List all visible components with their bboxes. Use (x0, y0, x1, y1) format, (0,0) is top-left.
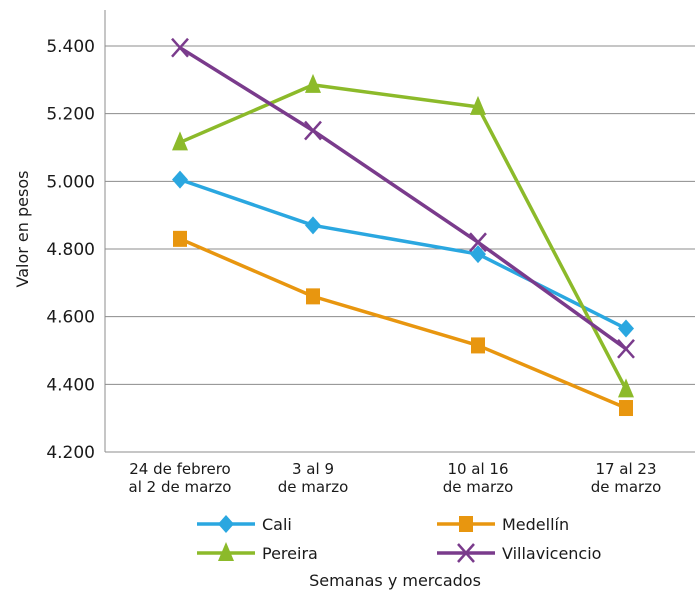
x-marker-stroke (171, 37, 189, 58)
x-tick-label: 24 de febrero al 2 de marzo (129, 460, 232, 496)
square-marker-shape (173, 230, 187, 247)
triangle-marker-shape (172, 131, 188, 151)
square-marker-shape (471, 337, 485, 354)
triangle-marker-shape (305, 73, 321, 93)
x-tick-label: 3 al 9 de marzo (278, 460, 349, 496)
diamond-marker-shape (470, 245, 486, 264)
legend-marker (218, 515, 234, 533)
y-tick-label: 5.200 (46, 105, 95, 125)
y-tick-label: 4.600 (46, 308, 95, 328)
x-axis-title: Semanas y mercados (309, 571, 481, 590)
data-point-pereira (618, 378, 634, 398)
legend-item-pereira: Pereira (197, 542, 318, 563)
data-point-cali (172, 170, 188, 189)
x-marker-stroke (304, 120, 322, 141)
legend-label: Medellín (502, 515, 569, 534)
x-axis-categories: 24 de febrero al 2 de marzo 3 al 9 de marzo… (129, 460, 662, 496)
y-tick-label: 5.000 (46, 172, 95, 192)
legend-item-medellin: Medellín (437, 515, 569, 534)
data-point-cali (470, 245, 486, 264)
legend-marker (218, 542, 234, 561)
y-axis-title: Valor en pesos (13, 171, 32, 288)
series-lines (179, 46, 628, 410)
legend-item-cali: Cali (197, 515, 292, 534)
triangle-marker-shape (470, 95, 486, 115)
data-point-pereira (305, 73, 321, 93)
data-point-villavicencio (469, 232, 487, 253)
legend-marker (457, 543, 475, 563)
diamond-marker-shape (218, 515, 234, 533)
data-point-villavicencio (304, 120, 322, 141)
diamond-marker-shape (172, 170, 188, 189)
triangle-marker-shape (618, 378, 634, 398)
diamond-marker-shape (305, 216, 321, 235)
triangle-marker-shape (218, 542, 234, 561)
y-tick-label: 4.800 (46, 240, 95, 260)
data-point-pereira (172, 131, 188, 151)
data-point-medellin (306, 288, 320, 305)
legend-label: Villavicencio (502, 544, 601, 563)
data-point-cali (305, 216, 321, 235)
legend-label: Cali (262, 515, 292, 534)
data-point-cali (618, 319, 634, 338)
data-point-medellin (173, 230, 187, 247)
data-point-villavicencio (171, 37, 189, 58)
legend-label: Pereira (262, 544, 318, 563)
series-line-villavicencio (179, 46, 628, 351)
square-marker-shape (619, 400, 633, 417)
data-point-medellin (619, 400, 633, 417)
series-line-pereira (179, 83, 628, 391)
x-tick-label: 17 al 23 de marzo (591, 460, 662, 496)
series-line-cali (179, 177, 627, 331)
data-point-villavicencio (617, 338, 635, 359)
legend-marker (459, 516, 473, 532)
y-tick-label: 5.400 (46, 37, 95, 57)
x-marker-stroke (469, 232, 487, 253)
y-axis-ticks: 4.200 4.400 4.600 4.800 5.000 5.200 5.400 (46, 37, 95, 463)
y-tick-label: 4.200 (46, 443, 95, 463)
x-marker-stroke (617, 338, 635, 359)
square-marker-shape (306, 288, 320, 305)
square-marker-shape (459, 516, 473, 532)
x-tick-label: 10 al 16 de marzo (443, 460, 514, 496)
legend: Cali Medellín Pereira Villavicencio (197, 515, 601, 563)
series-line-medellin (179, 237, 627, 410)
data-point-pereira (470, 95, 486, 115)
data-point-medellin (471, 337, 485, 354)
diamond-marker-shape (618, 319, 634, 338)
y-tick-label: 4.400 (46, 375, 95, 395)
x-marker-stroke (457, 543, 475, 563)
series-markers (171, 37, 635, 417)
legend-item-villavicencio: Villavicencio (437, 543, 601, 563)
gridlines (105, 45, 695, 453)
